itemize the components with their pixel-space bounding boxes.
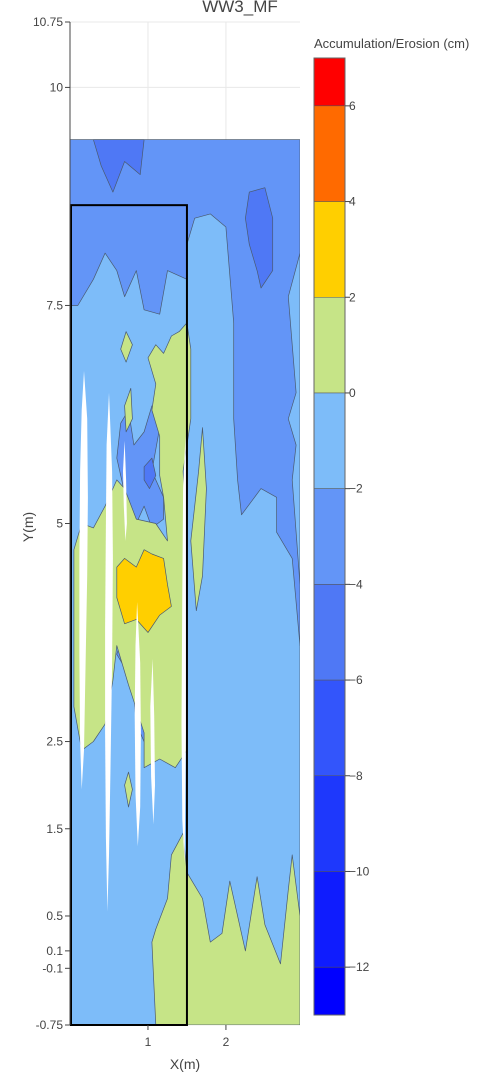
- colorbar-band: [314, 297, 345, 393]
- colorbar-band: [314, 105, 345, 202]
- y-axis-label: Y(m): [20, 512, 36, 542]
- y-tick-label: 0.5: [46, 909, 63, 923]
- y-tick-label: -0.1: [42, 961, 63, 975]
- colorbar-band: [314, 58, 345, 106]
- colorbar-band: [314, 967, 345, 1015]
- contour-region: [143, 457, 157, 489]
- x-tick-label: 2: [223, 1035, 230, 1049]
- colorbar-title: Accumulation/Erosion (cm): [314, 36, 469, 51]
- chart-title: WW3_MF: [202, 0, 278, 16]
- colorbar-band: [314, 871, 345, 968]
- colorbar-tick-label: −4: [349, 577, 363, 591]
- y-tick-label: 5: [56, 517, 63, 531]
- y-tick-label: 7.5: [46, 298, 63, 312]
- contour-region: [93, 139, 145, 193]
- colorbar-band: [314, 584, 345, 681]
- no-data-gap: [181, 436, 187, 864]
- colorbar-tick-label: 6: [349, 99, 356, 113]
- no-data-gap: [150, 658, 155, 825]
- contour-region: [124, 387, 133, 433]
- colorbar-band: [314, 488, 345, 585]
- contour-region: [70, 139, 300, 646]
- x-tick-label: 1: [145, 1035, 152, 1049]
- no-data-gap: [134, 602, 141, 847]
- no-data-gap: [105, 392, 113, 912]
- contour-field: [70, 139, 300, 1025]
- y-tick-label: 10: [50, 80, 64, 94]
- y-tick-label: 10.75: [33, 15, 63, 29]
- colorbar-tick-label: −6: [349, 673, 363, 687]
- colorbar: 6 4 2 0 −2 −4 −6 −8 −10 −12: [313, 57, 370, 1016]
- colorbar-tick-label: 0: [349, 386, 356, 400]
- contour-region: [190, 427, 207, 612]
- y-tick-label: -0.75: [36, 1018, 64, 1032]
- colorbar-tick-label: −8: [349, 769, 363, 783]
- colorbar-band: [314, 680, 345, 776]
- y-tick-label: 1.5: [46, 822, 63, 836]
- colorbar-band: [314, 392, 345, 489]
- colorbar-tick-label: 4: [349, 195, 356, 209]
- outline-box-layer: [70, 204, 188, 1027]
- contour-region: [120, 331, 133, 363]
- contour-region: [186, 854, 300, 1025]
- contour-region: [124, 771, 133, 808]
- colorbar-tick-label: −2: [349, 482, 363, 496]
- colorbar-tick-label: −10: [349, 864, 370, 878]
- colorbar-band: [314, 201, 345, 298]
- y-tick-label: 2.5: [46, 735, 63, 749]
- colorbar-band: [314, 775, 345, 872]
- x-axis-label: X(m): [170, 1056, 200, 1072]
- outline-box: [70, 204, 188, 1027]
- no-data-gap: [123, 440, 127, 541]
- contour-region: [116, 549, 172, 633]
- y-tick-label: 0.1: [46, 944, 63, 958]
- y-ticks: 10.75 10 7.5 5 2.5 1.5 0.5 0.1 -0.1 -0.75: [33, 15, 70, 1032]
- colorbar-frame: [313, 57, 346, 1016]
- colorbar-tick-label: 2: [349, 290, 356, 304]
- colorbar-tick-label: −12: [349, 960, 370, 974]
- no-data-gap: [79, 370, 88, 790]
- contour-region: [245, 187, 274, 289]
